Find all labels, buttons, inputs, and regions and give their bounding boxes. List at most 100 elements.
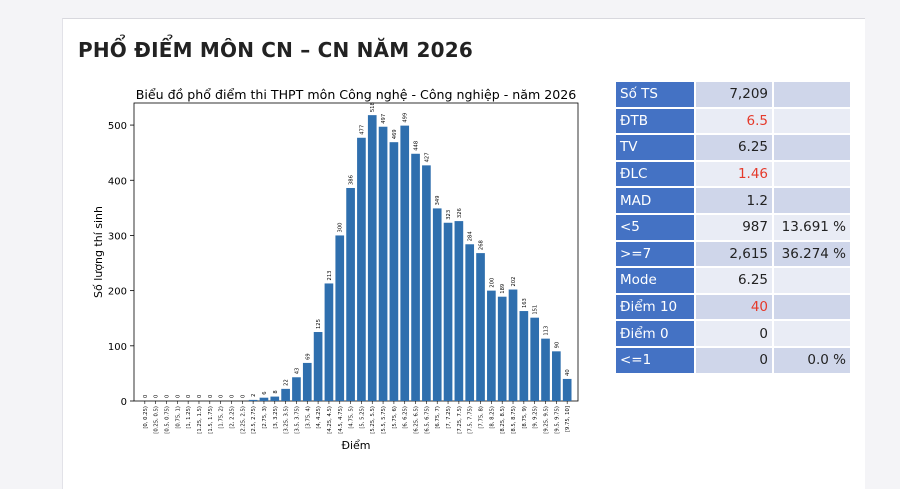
x-tick-label: [8, 8.25) — [489, 406, 495, 429]
bar — [562, 378, 572, 401]
stats-row: ĐLC 1.46 — [616, 161, 850, 187]
bar-value-label: 0 — [154, 395, 160, 398]
stats-row: Mode 6.25 — [616, 268, 850, 293]
y-tick-label: 0 — [121, 397, 127, 408]
bar — [281, 388, 290, 401]
histogram-chart: Biểu đồ phổ điểm thi THPT môn Công nghệ … — [92, 87, 579, 452]
stats-row: TV 6.25 — [616, 135, 850, 160]
bar — [465, 244, 475, 401]
bar-value-label: 386 — [349, 175, 355, 185]
bar — [552, 351, 561, 401]
x-tick-label: [3.25, 3.5) — [284, 406, 290, 434]
stats-row: Số TS 7,209 — [616, 82, 850, 107]
bar-value-label: 497 — [381, 114, 387, 124]
bar — [367, 115, 377, 401]
x-tick-label: [7.5, 7.75) — [468, 406, 474, 434]
bar-value-label: 0 — [208, 395, 214, 398]
x-tick-label: [1, 1.25) — [186, 406, 192, 429]
bar — [378, 126, 388, 402]
bar-value-label: 22 — [284, 379, 290, 386]
x-tick-label: [0.5, 0.75) — [164, 406, 170, 434]
chart-container: Biểu đồ phổ điểm thi THPT môn Công nghệ … — [86, 80, 594, 458]
bar-value-label: 448 — [414, 141, 420, 151]
x-tick-label: [6.25, 6.5) — [414, 406, 420, 434]
stats-value: 987 — [696, 214, 772, 240]
stats-extra — [774, 108, 850, 134]
stats-label: Điểm 0 — [616, 321, 694, 346]
bar — [292, 377, 301, 401]
bar — [400, 125, 410, 402]
bar-value-label: 326 — [457, 208, 463, 218]
bar-value-label: 6 — [262, 391, 268, 394]
stats-extra — [774, 135, 850, 160]
x-tick-label: [0.75, 1) — [175, 406, 181, 429]
bar — [324, 283, 334, 401]
stats-label: Số TS — [616, 82, 694, 107]
y-tick-label: 300 — [108, 231, 127, 242]
bar — [313, 332, 323, 401]
bar — [411, 153, 420, 401]
bar-value-label: 69 — [305, 353, 311, 360]
stats-extra: 36.274 % — [774, 241, 850, 267]
bar — [487, 290, 496, 401]
stats-label: <5 — [616, 214, 694, 240]
bar-value-label: 151 — [533, 305, 539, 315]
bar — [335, 235, 345, 401]
x-tick-label: [6.5, 6.75) — [424, 406, 430, 434]
x-tick-label: [2.5, 2.75) — [251, 406, 257, 434]
x-tick-label: [9.5, 9.75) — [554, 406, 560, 434]
bar — [443, 222, 453, 401]
stats-row: <=1 0 0.0 % — [616, 347, 850, 373]
bar — [432, 208, 442, 401]
stats-extra — [774, 188, 850, 213]
bar-value-label: 163 — [522, 298, 528, 308]
x-tick-label: [8.25, 8.5) — [500, 406, 506, 434]
x-tick-label: [3, 3.25) — [273, 406, 279, 429]
bar — [530, 317, 540, 401]
x-tick-label: [4.5, 4.75) — [338, 406, 344, 434]
x-tick-label: [5.75, 6) — [392, 406, 398, 429]
stats-value: 1.2 — [696, 188, 772, 213]
stats-label: >=7 — [616, 241, 694, 267]
x-tick-label: [5.5, 5.75) — [381, 406, 387, 434]
bar-value-label: 518 — [370, 102, 376, 112]
stats-extra — [774, 82, 850, 107]
stats-value: 6.5 — [696, 108, 772, 134]
stats-table: Số TS 7,209 ĐTB 6.5 TV 6.25 ĐLC 1.46 MAD 1.2 <5 987… — [614, 80, 852, 375]
bar-value-label: 0 — [164, 395, 170, 398]
x-tick-label: [1.75, 2) — [219, 406, 225, 429]
x-tick-label: [5.25, 5.5) — [370, 406, 376, 434]
bar-value-label: 189 — [500, 284, 506, 294]
stats-label: Mode — [616, 268, 694, 293]
bar — [508, 289, 518, 401]
x-tick-label: [4, 4.25) — [316, 406, 322, 429]
bar-value-label: 323 — [446, 210, 452, 220]
stats-value: 6.25 — [696, 135, 772, 160]
bar-value-label: 427 — [424, 152, 430, 162]
stats-label: <=1 — [616, 347, 694, 373]
bar — [422, 165, 431, 401]
stats-extra: 13.691 % — [774, 214, 850, 240]
stats-label: ĐTB — [616, 108, 694, 134]
bar-value-label: 0 — [229, 395, 235, 398]
x-tick-label: [2.25, 2.5) — [240, 406, 246, 434]
x-axis-label: Điểm — [341, 439, 370, 452]
stats-row: >=7 2,615 36.274 % — [616, 241, 850, 267]
x-tick-label: [9, 9.25) — [533, 406, 539, 429]
stats-label: Điểm 10 — [616, 294, 694, 320]
bar-value-label: 349 — [435, 195, 441, 205]
bar-value-label: 0 — [143, 395, 149, 398]
bar — [519, 311, 529, 401]
bar-value-label: 268 — [479, 240, 485, 250]
x-tick-label: [8.75, 9) — [522, 406, 528, 429]
y-axis-label: Số lượng thí sinh — [92, 206, 105, 298]
bar — [476, 253, 485, 401]
stats-value: 0 — [696, 321, 772, 346]
x-tick-label: [9.25, 9.5) — [544, 406, 550, 434]
bar — [302, 362, 312, 401]
bar — [357, 137, 366, 401]
x-tick-label: [7, 7.25) — [446, 406, 452, 429]
stats-value: 1.46 — [696, 161, 772, 187]
bar-value-label: 499 — [403, 113, 409, 123]
